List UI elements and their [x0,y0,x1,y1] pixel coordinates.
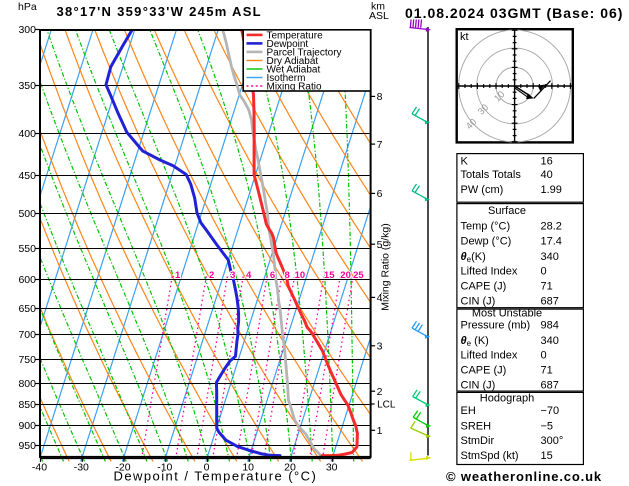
svg-text:Lifted Index: Lifted Index [461,265,518,277]
svg-text:Totals Totals: Totals Totals [461,169,522,181]
svg-text:hPa: hPa [18,1,37,13]
svg-text:© weatheronline.co.uk: © weatheronline.co.uk [446,469,602,484]
svg-text:0: 0 [204,462,210,474]
svg-text:SREH: SREH [461,420,492,432]
svg-text:Dewpoint: Dewpoint [267,39,309,50]
svg-text:Lifted Index: Lifted Index [461,350,518,362]
svg-text:km: km [371,1,385,13]
svg-text:-40: -40 [32,462,47,474]
svg-text:3: 3 [230,270,235,281]
svg-text:950: 950 [18,440,36,452]
svg-text:984: 984 [541,320,559,332]
svg-text:-20: -20 [115,462,130,474]
svg-text:3: 3 [377,341,383,353]
svg-text:Dewpoint / Temperature (°C): Dewpoint / Temperature (°C) [114,469,318,484]
svg-text:Dewp (°C): Dewp (°C) [461,236,512,248]
svg-text:4: 4 [377,292,383,304]
svg-text:71: 71 [541,365,553,377]
svg-text:CIN (J): CIN (J) [461,379,496,391]
svg-text:Mixing Ratio (g/kg): Mixing Ratio (g/kg) [380,223,392,311]
svg-text:-10: -10 [157,462,172,474]
svg-text:1.99: 1.99 [541,184,562,196]
svg-text:Wet Adiabat: Wet Adiabat [267,65,321,76]
svg-text:71: 71 [541,281,553,293]
svg-text:Temp (°C): Temp (°C) [461,220,511,232]
svg-text:0: 0 [541,265,547,277]
svg-text:01.08.2024 03GMT (Base: 06): 01.08.2024 03GMT (Base: 06) [405,5,623,21]
svg-text:900: 900 [18,420,36,432]
svg-text:Isotherm: Isotherm [267,73,306,84]
svg-text:EH: EH [461,405,476,417]
svg-text:750: 750 [18,354,36,366]
svg-text:StmSpd (kt): StmSpd (kt) [461,450,519,462]
svg-text:8: 8 [284,270,289,281]
svg-text:17.4: 17.4 [541,236,562,248]
svg-text:Most Unstable: Most Unstable [472,308,542,320]
svg-text:Hodograph: Hodograph [480,393,534,405]
svg-text:kt: kt [460,31,469,43]
svg-text:687: 687 [541,379,559,391]
svg-text:4: 4 [246,270,252,281]
svg-text:300: 300 [18,24,36,36]
svg-text:6: 6 [377,188,383,200]
svg-text:38°17'N 359°33'W 245m ASL: 38°17'N 359°33'W 245m ASL [57,4,262,19]
svg-text:Pressure (mb): Pressure (mb) [461,320,531,332]
svg-text:PW (cm): PW (cm) [461,184,504,196]
svg-text:20: 20 [340,270,351,281]
svg-text:7: 7 [377,139,383,151]
svg-text:20: 20 [284,462,296,474]
svg-text:8: 8 [377,91,383,103]
svg-text:Mixing Ratio: Mixing Ratio [267,82,322,93]
svg-text:Dry Adiabat: Dry Adiabat [267,56,319,67]
svg-text:θe(K): θe(K) [461,251,486,264]
svg-text:16: 16 [541,156,553,168]
svg-text:1: 1 [377,425,383,437]
svg-text:CIN (J): CIN (J) [461,295,496,307]
svg-text:650: 650 [18,303,36,315]
svg-text:1: 1 [175,270,181,281]
svg-text:340: 340 [541,335,559,347]
svg-text:550: 550 [18,243,36,255]
svg-text:700: 700 [18,329,36,341]
svg-text:CAPE (J): CAPE (J) [461,365,507,377]
svg-text:340: 340 [541,251,559,263]
svg-text:850: 850 [18,399,36,411]
svg-text:Parcel Trajectory: Parcel Trajectory [267,48,342,59]
svg-text:10: 10 [242,462,254,474]
svg-text:CAPE (J): CAPE (J) [461,281,507,293]
svg-text:StmDir: StmDir [461,435,495,447]
svg-text:ASL: ASL [369,10,389,22]
svg-text:Temperature: Temperature [267,31,324,42]
svg-text:K: K [461,156,469,168]
svg-text:LCL: LCL [377,400,396,411]
svg-text:-30: -30 [74,462,89,474]
svg-text:30: 30 [326,462,338,474]
svg-text:687: 687 [541,295,559,307]
svg-text:400: 400 [18,128,36,140]
svg-text:θe (K): θe (K) [461,335,489,348]
svg-text:−70: −70 [541,405,560,417]
svg-text:800: 800 [18,378,36,390]
svg-text:40: 40 [541,169,553,181]
svg-text:450: 450 [18,170,36,182]
svg-text:300°: 300° [541,435,564,447]
svg-text:10: 10 [295,270,306,281]
svg-text:2: 2 [209,270,214,281]
svg-text:500: 500 [18,208,36,220]
svg-text:600: 600 [18,274,36,286]
svg-text:6: 6 [270,270,275,281]
svg-text:25: 25 [353,270,364,281]
svg-text:350: 350 [18,80,36,92]
svg-text:15: 15 [541,450,553,462]
svg-text:2: 2 [377,386,383,398]
svg-text:15: 15 [324,270,335,281]
svg-text:−5: −5 [541,420,554,432]
svg-text:5: 5 [377,239,383,251]
svg-text:0: 0 [541,350,547,362]
svg-text:28.2: 28.2 [541,220,562,232]
svg-text:Surface: Surface [488,205,526,217]
